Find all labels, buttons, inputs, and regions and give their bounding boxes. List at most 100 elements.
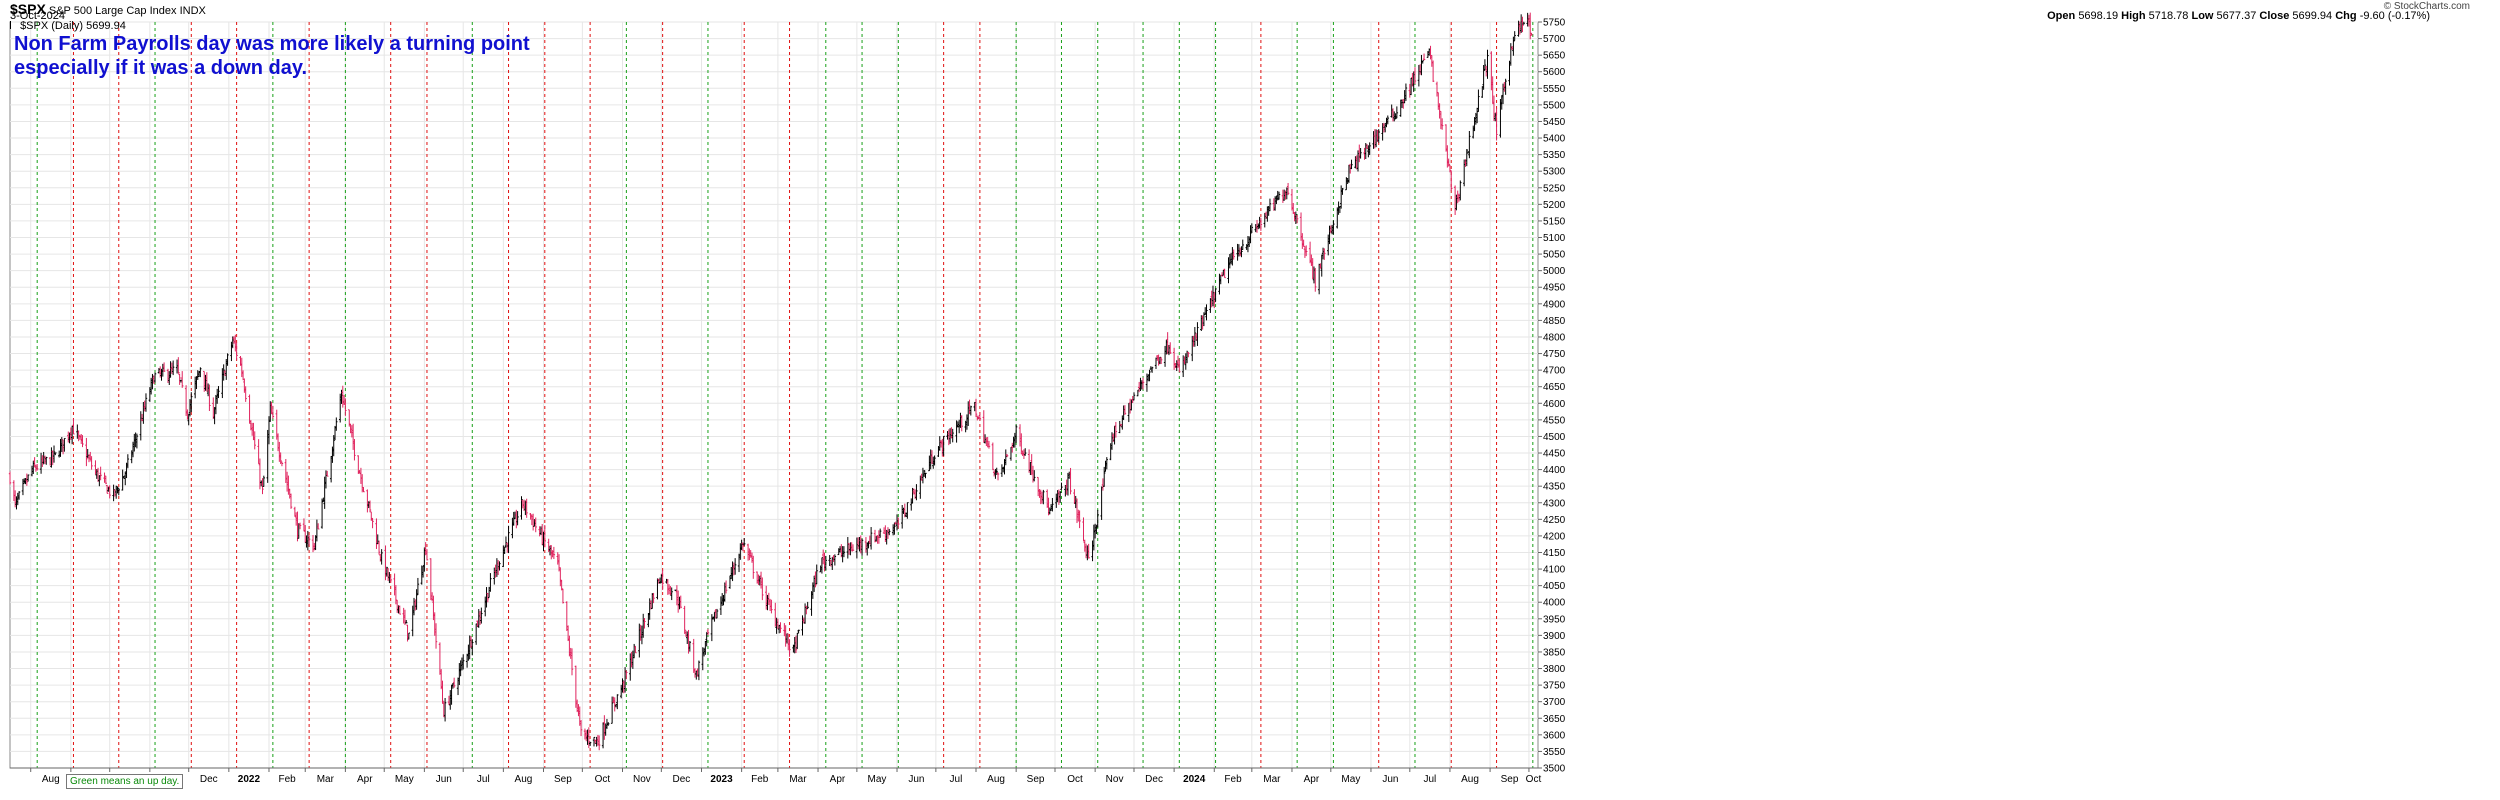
- price-bar: [1529, 12, 1532, 40]
- price-bar: [733, 558, 737, 575]
- price-bar: [1368, 142, 1371, 156]
- price-bar: [806, 601, 809, 609]
- price-bar: [1196, 322, 1199, 346]
- y-tick-label: 4550: [1543, 415, 1566, 426]
- price-bar: [1295, 215, 1299, 224]
- price-bar: [117, 487, 120, 496]
- x-tick-label: Jul: [1423, 774, 1436, 785]
- price-bar: [279, 452, 282, 464]
- price-bar: [1377, 129, 1380, 143]
- price-bar: [805, 605, 808, 615]
- price-bar: [741, 542, 745, 552]
- price-bar: [253, 431, 256, 450]
- price-bar: [1341, 188, 1344, 195]
- price-bar: [552, 546, 556, 559]
- price-bar: [307, 535, 311, 546]
- price-bar: [344, 398, 347, 416]
- price-bar: [81, 435, 84, 448]
- price-bar: [135, 433, 139, 449]
- price-bar: [222, 364, 225, 381]
- y-tick-label: 3700: [1543, 697, 1566, 708]
- y-tick-label: 5650: [1543, 51, 1566, 62]
- price-bar: [1187, 352, 1190, 358]
- price-bar: [105, 484, 109, 494]
- x-tick-label: 2023: [710, 774, 733, 785]
- price-bar: [226, 353, 229, 366]
- price-bar: [974, 398, 978, 417]
- price-bar: [670, 587, 673, 601]
- price-bar: [897, 517, 900, 529]
- x-tick-label: Apr: [357, 774, 373, 785]
- price-bar: [1214, 288, 1217, 302]
- price-bar: [1114, 421, 1118, 438]
- price-bar: [425, 549, 429, 561]
- price-bar: [54, 452, 57, 456]
- y-tick-label: 5000: [1543, 266, 1566, 277]
- price-bar: [893, 522, 896, 535]
- y-tick-label: 4200: [1543, 531, 1566, 542]
- y-tick-label: 5200: [1543, 200, 1566, 211]
- price-bar: [1477, 89, 1480, 113]
- x-tick-label: Mar: [789, 774, 807, 785]
- price-bar: [579, 720, 583, 737]
- x-tick-label: Apr: [830, 774, 846, 785]
- price-bar: [788, 639, 791, 657]
- price-bar: [561, 588, 565, 604]
- price-bar: [126, 454, 130, 469]
- price-bar: [1087, 543, 1090, 559]
- price-bar: [592, 736, 596, 747]
- price-bar: [261, 478, 264, 495]
- price-bar: [108, 485, 111, 499]
- y-tick-label: 3800: [1543, 664, 1566, 675]
- price-bar: [1305, 245, 1308, 257]
- x-tick-label: Dec: [673, 774, 691, 785]
- price-bar: [332, 435, 335, 457]
- price-bar: [1386, 115, 1389, 125]
- y-tick-label: 5450: [1543, 117, 1566, 128]
- price-bar: [1178, 359, 1181, 373]
- price-bar: [1159, 357, 1163, 365]
- price-bar: [177, 357, 180, 374]
- x-tick-label: May: [1341, 774, 1360, 785]
- x-tick-label: Nov: [1106, 774, 1124, 785]
- y-tick-label: 4500: [1543, 432, 1566, 443]
- price-bar: [987, 440, 991, 449]
- x-tick-label: Feb: [278, 774, 296, 785]
- price-bar: [1359, 148, 1362, 159]
- price-bar: [405, 619, 408, 624]
- price-bar: [72, 418, 75, 435]
- price-bar: [661, 570, 664, 591]
- price-bar: [63, 437, 66, 452]
- x-tick-label: Oct: [595, 774, 611, 785]
- price-bar: [525, 498, 528, 518]
- price-bar: [634, 646, 637, 654]
- y-tick-label: 4050: [1543, 581, 1566, 592]
- y-tick-label: 3500: [1543, 764, 1566, 775]
- x-tick-label: Dec: [1145, 774, 1163, 785]
- price-bar: [814, 571, 817, 588]
- x-tick-label: Nov: [633, 774, 651, 785]
- price-bar: [1395, 106, 1399, 119]
- price-bar: [1495, 108, 1498, 141]
- price-bar: [770, 599, 773, 614]
- price-bar: [217, 386, 220, 399]
- price-bar: [1413, 67, 1417, 85]
- price-bar: [906, 502, 909, 519]
- symbol: $SPX: [10, 1, 46, 17]
- price-bar: [1294, 211, 1298, 225]
- price-bar: [443, 697, 447, 722]
- price-bar: [1123, 405, 1127, 416]
- price-bar: [1323, 248, 1326, 260]
- price-bar: [1042, 489, 1045, 505]
- chg-value: -9.60 (-0.17%): [2359, 10, 2430, 22]
- y-tick-label: 5400: [1543, 134, 1566, 145]
- price-bar: [543, 525, 546, 548]
- price-bar: [1232, 249, 1235, 260]
- price-bar: [1483, 59, 1487, 71]
- high-label: High: [2121, 10, 2146, 22]
- price-bar: [688, 641, 692, 652]
- price-bar: [933, 455, 936, 466]
- y-tick-label: 5700: [1543, 34, 1566, 45]
- price-bar: [1513, 31, 1516, 42]
- price-bar: [434, 623, 438, 649]
